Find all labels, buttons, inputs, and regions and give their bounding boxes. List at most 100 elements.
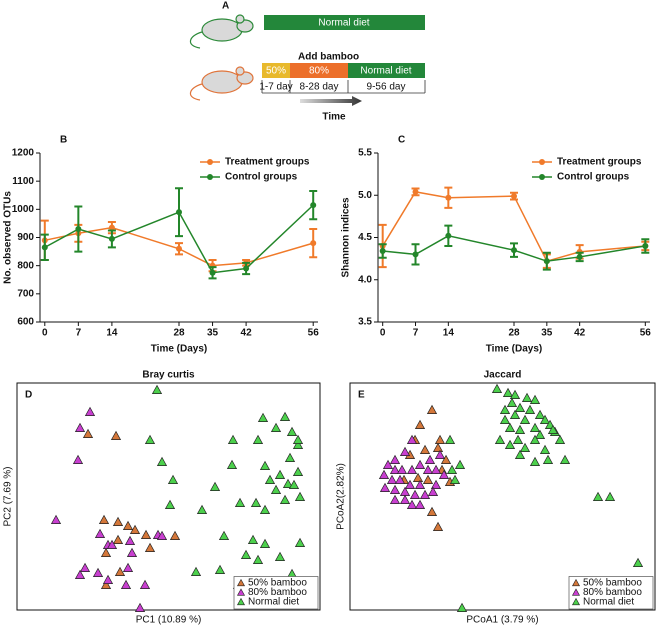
point <box>632 557 644 567</box>
point <box>524 404 536 414</box>
point <box>294 537 306 547</box>
legend-box <box>233 576 319 610</box>
point <box>386 474 398 484</box>
point <box>406 464 418 474</box>
point <box>422 474 434 484</box>
point <box>409 489 421 499</box>
point <box>445 232 452 239</box>
x-tick-label: 0 <box>380 328 386 339</box>
y-tick-label: 800 <box>17 260 34 271</box>
point <box>404 479 416 489</box>
point <box>419 444 431 454</box>
legend-label: 50% bamboo <box>248 578 307 589</box>
point <box>378 469 390 479</box>
legend-marker <box>207 174 213 180</box>
point <box>226 459 238 469</box>
point <box>167 474 179 484</box>
point <box>252 434 264 444</box>
point <box>112 534 124 544</box>
bar-label: 50% <box>266 66 286 77</box>
x-tick-label: 14 <box>106 328 118 339</box>
point <box>539 414 551 424</box>
point <box>108 235 115 242</box>
point <box>539 444 551 454</box>
y-tick-label: 4.5 <box>358 232 372 243</box>
point <box>240 549 252 559</box>
legend-label: 50% bamboo <box>583 578 642 589</box>
bracket <box>261 80 426 94</box>
point <box>512 434 524 444</box>
point <box>218 530 230 540</box>
point <box>426 506 438 516</box>
point <box>102 574 114 584</box>
point <box>519 442 531 452</box>
point <box>139 579 151 589</box>
legend-label: Normal diet <box>583 597 634 608</box>
point <box>98 514 110 524</box>
point <box>100 579 112 589</box>
point <box>156 530 168 540</box>
x-tick-label: 28 <box>173 328 185 339</box>
panel-label: C <box>398 135 405 146</box>
y-tick-label: 1200 <box>12 148 35 159</box>
x-axis-label: Time (Days) <box>151 344 208 355</box>
time-label: Time <box>322 112 346 123</box>
point <box>529 456 541 466</box>
point <box>209 269 216 276</box>
point <box>274 551 286 561</box>
panel-label: B <box>60 135 67 146</box>
point <box>279 494 291 504</box>
y-tick-label: 1000 <box>12 204 35 215</box>
point <box>394 474 406 484</box>
legend-label: 80% bamboo <box>583 587 642 598</box>
point <box>504 439 516 449</box>
legend-label: 80% bamboo <box>248 587 307 598</box>
point <box>270 484 282 494</box>
point <box>514 449 526 459</box>
y-tick-label: 3.5 <box>358 317 372 328</box>
legend-marker <box>236 588 246 596</box>
point <box>284 452 296 462</box>
y-tick-label: 5.0 <box>358 190 372 201</box>
point <box>456 602 468 612</box>
point <box>134 602 146 612</box>
x-tick-label: 7 <box>76 328 82 339</box>
point <box>243 265 250 272</box>
point <box>144 542 156 552</box>
panel-a: A Normal diet Add bamboo 50% 80% Normal … <box>189 1 426 123</box>
point <box>414 479 426 489</box>
point <box>514 424 526 434</box>
point <box>389 494 401 504</box>
legend-marker <box>236 578 246 587</box>
point <box>511 193 517 200</box>
point <box>252 554 264 564</box>
point <box>292 466 304 476</box>
legend-label: Treatment groups <box>557 157 642 168</box>
diet-bar <box>264 15 425 30</box>
point <box>434 434 446 444</box>
diet-bar <box>262 63 290 78</box>
point <box>286 426 298 436</box>
point <box>164 499 176 509</box>
point <box>122 520 134 530</box>
point <box>502 387 514 397</box>
point <box>604 491 616 501</box>
legend-label: Treatment groups <box>225 157 310 168</box>
point <box>259 460 271 470</box>
point <box>438 469 450 479</box>
legend-label: Control groups <box>557 172 630 183</box>
point <box>176 245 182 252</box>
point <box>382 459 394 469</box>
legend-label: Normal diet <box>248 597 299 608</box>
point <box>430 464 442 474</box>
bar-label: Normal diet <box>360 66 411 77</box>
point <box>427 486 439 496</box>
point <box>414 499 426 509</box>
point <box>264 474 276 484</box>
point <box>41 244 48 251</box>
panel-label: D <box>25 390 32 401</box>
point <box>499 414 511 424</box>
point <box>592 491 604 501</box>
point <box>310 202 317 209</box>
point <box>75 226 82 233</box>
